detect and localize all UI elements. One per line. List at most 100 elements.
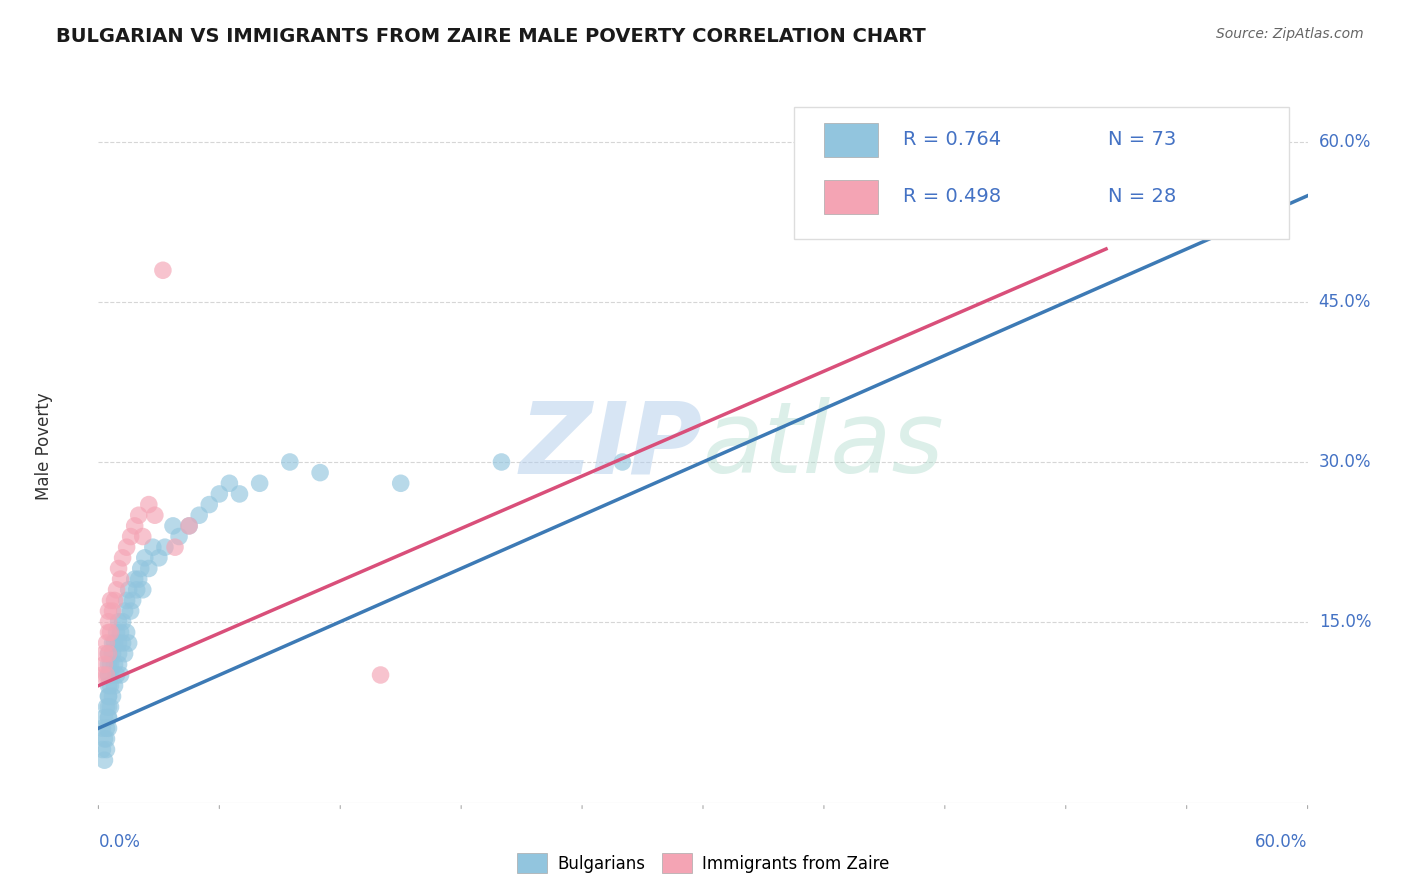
Point xyxy=(132,529,155,543)
Point xyxy=(115,540,138,554)
Point xyxy=(97,657,120,672)
Point xyxy=(97,690,120,704)
Point xyxy=(101,604,124,618)
Point xyxy=(93,647,115,661)
Text: 30.0%: 30.0% xyxy=(1319,453,1371,471)
Point xyxy=(103,636,125,650)
Text: R = 0.498: R = 0.498 xyxy=(903,186,1001,206)
Point xyxy=(111,636,134,650)
Text: R = 0.764: R = 0.764 xyxy=(903,129,1001,149)
Point xyxy=(91,742,114,756)
Point xyxy=(97,647,120,661)
Text: 0.0%: 0.0% xyxy=(98,833,141,851)
Point xyxy=(100,593,122,607)
Point xyxy=(132,582,155,597)
Point xyxy=(96,721,118,735)
Point xyxy=(96,636,118,650)
Legend: Bulgarians, Immigrants from Zaire: Bulgarians, Immigrants from Zaire xyxy=(510,847,896,880)
Point xyxy=(129,561,152,575)
Point xyxy=(162,519,184,533)
Point xyxy=(105,625,128,640)
Point xyxy=(1156,210,1178,224)
Point xyxy=(110,625,132,640)
Point xyxy=(105,668,128,682)
Point xyxy=(97,721,120,735)
Point xyxy=(208,487,231,501)
Point xyxy=(163,540,186,554)
Point xyxy=(115,593,138,607)
Point xyxy=(138,498,160,512)
Text: N = 28: N = 28 xyxy=(1108,186,1177,206)
Point xyxy=(152,263,174,277)
Point xyxy=(91,668,114,682)
Point xyxy=(125,582,148,597)
Point xyxy=(142,540,165,554)
Point xyxy=(103,593,125,607)
Point xyxy=(100,700,122,714)
Point xyxy=(110,572,132,586)
Point xyxy=(107,657,129,672)
Point xyxy=(491,455,513,469)
Point xyxy=(177,519,201,533)
Point xyxy=(97,710,120,724)
Point xyxy=(96,668,118,682)
Point xyxy=(249,476,271,491)
Point xyxy=(97,700,120,714)
Text: atlas: atlas xyxy=(703,398,945,494)
Point xyxy=(101,636,124,650)
Text: N = 73: N = 73 xyxy=(1108,129,1177,149)
Point xyxy=(134,550,156,565)
Point xyxy=(96,731,118,746)
Point xyxy=(107,636,129,650)
Point xyxy=(97,604,120,618)
Point xyxy=(93,753,115,767)
Point xyxy=(278,455,301,469)
Point xyxy=(118,582,141,597)
FancyBboxPatch shape xyxy=(793,107,1289,239)
Point xyxy=(118,636,141,650)
Point xyxy=(97,625,120,640)
Point xyxy=(111,615,134,629)
Point xyxy=(103,679,125,693)
Point xyxy=(97,668,120,682)
Point xyxy=(96,700,118,714)
Point xyxy=(103,657,125,672)
Point xyxy=(148,550,170,565)
Point xyxy=(128,508,150,523)
Point xyxy=(177,519,201,533)
Point xyxy=(114,604,136,618)
Point xyxy=(389,476,412,491)
Point xyxy=(97,679,120,693)
Point xyxy=(91,721,114,735)
Point xyxy=(188,508,211,523)
Point xyxy=(93,657,115,672)
Point xyxy=(101,647,124,661)
Point xyxy=(107,615,129,629)
Text: ZIP: ZIP xyxy=(520,398,703,494)
Point xyxy=(228,487,250,501)
Point xyxy=(198,498,221,512)
Text: 45.0%: 45.0% xyxy=(1319,293,1371,311)
Point xyxy=(218,476,240,491)
Text: BULGARIAN VS IMMIGRANTS FROM ZAIRE MALE POVERTY CORRELATION CHART: BULGARIAN VS IMMIGRANTS FROM ZAIRE MALE … xyxy=(56,27,927,45)
Point xyxy=(124,572,146,586)
Point xyxy=(105,582,128,597)
Point xyxy=(138,561,160,575)
Bar xyxy=(824,180,879,214)
Point xyxy=(111,550,134,565)
Point xyxy=(100,657,122,672)
Point xyxy=(100,625,122,640)
Bar xyxy=(824,123,879,157)
Point xyxy=(107,647,129,661)
Point xyxy=(612,455,634,469)
Point xyxy=(97,668,120,682)
Point xyxy=(100,668,122,682)
Point xyxy=(97,615,120,629)
Point xyxy=(128,572,150,586)
Text: Male Poverty: Male Poverty xyxy=(35,392,53,500)
Point xyxy=(120,529,142,543)
Point xyxy=(153,540,176,554)
Point xyxy=(93,710,115,724)
Point xyxy=(110,668,132,682)
Text: 15.0%: 15.0% xyxy=(1319,613,1371,631)
